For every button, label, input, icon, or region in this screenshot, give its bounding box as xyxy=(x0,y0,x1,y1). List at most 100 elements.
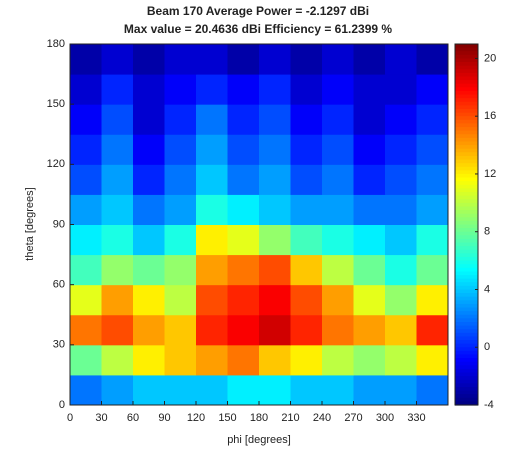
cell xyxy=(164,164,197,195)
colorbar-step xyxy=(455,188,478,193)
colorbar-step xyxy=(455,278,478,283)
colorbar-step xyxy=(455,65,478,70)
colorbar-step xyxy=(455,311,478,316)
cell xyxy=(196,194,228,225)
cell xyxy=(322,284,354,316)
colorbar-step xyxy=(455,296,478,301)
colorbar-step xyxy=(455,145,478,150)
colorbar-step xyxy=(455,116,478,121)
cell xyxy=(290,164,323,195)
colorbar-tick-label: 0 xyxy=(484,341,490,353)
y-tick-label: 30 xyxy=(53,339,65,351)
colorbar-step xyxy=(455,76,478,81)
cell xyxy=(164,134,197,165)
colorbar-step xyxy=(455,368,478,374)
cell xyxy=(70,104,102,135)
colorbar-step xyxy=(455,343,478,348)
colorbar-step xyxy=(455,321,478,327)
cell xyxy=(385,104,417,135)
colorbar-step xyxy=(455,119,478,125)
colorbar-step xyxy=(455,72,478,78)
colorbar-step xyxy=(455,105,478,110)
cell xyxy=(101,74,134,105)
colorbar-step xyxy=(455,242,478,247)
cell xyxy=(101,104,134,135)
cell xyxy=(322,374,354,406)
colorbar-step xyxy=(455,166,478,171)
colorbar-step xyxy=(455,173,478,179)
cell xyxy=(196,284,228,316)
colorbar-tick-label: 20 xyxy=(484,52,496,64)
colorbar-step xyxy=(455,235,478,240)
cell xyxy=(416,344,449,376)
y-tick-label: 90 xyxy=(53,218,65,230)
colorbar-step xyxy=(455,94,478,99)
colorbar-tick-label: 16 xyxy=(484,110,496,122)
colorbar-step xyxy=(455,383,478,388)
colorbar-step xyxy=(455,249,478,254)
cell xyxy=(353,344,386,376)
cell xyxy=(227,74,260,105)
cell xyxy=(259,74,291,105)
colorbar-tick-label: 12 xyxy=(484,168,496,180)
cell xyxy=(259,134,291,165)
cell xyxy=(385,224,417,256)
cell xyxy=(322,104,354,135)
x-tick-label: 330 xyxy=(407,412,425,424)
cell xyxy=(322,194,354,225)
cell xyxy=(290,224,323,256)
colorbar-step xyxy=(455,123,478,128)
cell xyxy=(385,134,417,165)
colorbar-step xyxy=(455,260,478,265)
cell xyxy=(385,164,417,195)
colorbar-step xyxy=(455,386,478,392)
cell xyxy=(322,44,354,75)
colorbar-step xyxy=(455,347,478,352)
colorbar-step xyxy=(455,141,478,146)
x-tick-label: 270 xyxy=(344,412,362,424)
cell xyxy=(196,374,228,406)
cell xyxy=(416,194,449,225)
colorbar-step xyxy=(455,365,478,370)
cell xyxy=(70,314,102,346)
cell xyxy=(416,374,449,406)
colorbar-step xyxy=(455,329,478,334)
cell xyxy=(416,164,449,195)
colorbar-step xyxy=(455,44,478,49)
colorbar-step xyxy=(455,354,478,359)
x-tick-label: 240 xyxy=(313,412,331,424)
colorbar-step xyxy=(455,340,478,345)
cell xyxy=(416,74,449,105)
cell xyxy=(259,374,291,406)
cell xyxy=(164,74,197,105)
colorbar-step xyxy=(455,177,478,182)
colorbar-step xyxy=(455,293,478,298)
colorbar-step xyxy=(455,220,478,226)
y-tick-label: 150 xyxy=(47,98,65,110)
cell xyxy=(416,254,449,286)
cell xyxy=(196,164,228,195)
colorbar-step xyxy=(455,224,478,229)
cell xyxy=(290,74,323,105)
colorbar-step xyxy=(455,267,478,273)
cell xyxy=(196,344,228,376)
colorbar-step xyxy=(455,253,478,258)
colorbar-step xyxy=(455,202,478,208)
cell xyxy=(196,74,228,105)
cell xyxy=(164,194,197,225)
cell xyxy=(164,284,197,316)
cell xyxy=(353,314,386,346)
colorbar-step xyxy=(455,159,478,164)
cell xyxy=(101,224,134,256)
cell xyxy=(101,134,134,165)
cell xyxy=(227,344,260,376)
x-tick-label: 210 xyxy=(281,412,299,424)
colorbar-step xyxy=(455,51,478,56)
colorbar-step xyxy=(455,350,478,356)
colorbar-step xyxy=(455,285,478,291)
cell xyxy=(259,44,291,75)
colorbar-step xyxy=(455,98,478,103)
cell xyxy=(227,134,260,165)
cell xyxy=(259,164,291,195)
